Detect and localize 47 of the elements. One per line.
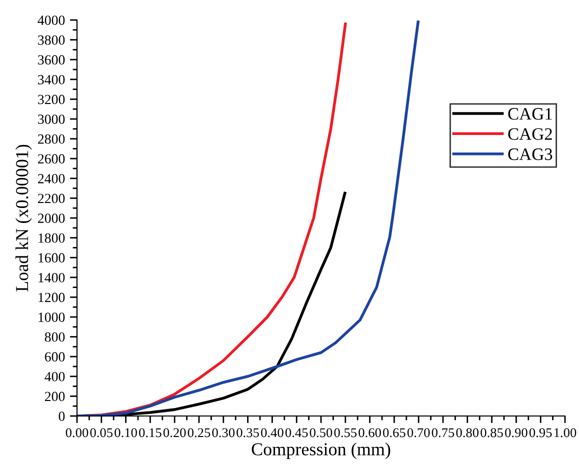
y-axis-title: Load kN (x0.00001) xyxy=(15,144,32,292)
x-tick-label: 0.90 xyxy=(505,428,528,438)
y-tick-label: 600 xyxy=(44,352,65,362)
y-tick-label: 1800 xyxy=(38,233,65,243)
y-tick-label: 2600 xyxy=(38,154,65,164)
legend-label: CAG3 xyxy=(508,148,552,160)
x-tick-label: 0.30 xyxy=(212,428,235,438)
y-tick-label: 800 xyxy=(44,332,65,342)
x-tick-label: 0.80 xyxy=(456,428,479,438)
x-tick-label: 0.45 xyxy=(285,428,308,438)
y-tick-label: 3800 xyxy=(38,35,65,45)
y-tick-label: 1400 xyxy=(38,272,65,282)
y-tick-label: 200 xyxy=(44,392,65,402)
x-tick-label: 0.00 xyxy=(66,428,88,438)
y-tick-label: 2800 xyxy=(38,134,65,144)
y-tick-label: 2000 xyxy=(38,214,65,223)
x-tick-label: 0.05 xyxy=(90,428,113,438)
x-tick-label: 0.50 xyxy=(310,428,332,438)
x-tick-label: 1.00 xyxy=(554,428,576,438)
x-tick-label: 0.25 xyxy=(188,428,210,438)
y-tick-label: 3200 xyxy=(38,94,65,104)
x-tick-label: 0.70 xyxy=(407,428,430,438)
y-tick-label: 2200 xyxy=(38,194,65,204)
x-tick-label: 0.40 xyxy=(261,428,284,438)
y-tick-label: 1000 xyxy=(38,312,65,322)
x-tick-label: 0.85 xyxy=(480,428,503,438)
y-tick-label: 0 xyxy=(58,412,65,421)
x-tick-label: 0.75 xyxy=(432,428,454,438)
x-tick-label: 0.60 xyxy=(358,428,381,438)
x-tick-label: 0.55 xyxy=(334,428,357,438)
x-tick-label: 0.20 xyxy=(163,428,186,438)
y-tick-label: 4000 xyxy=(38,16,65,25)
x-tick-label: 0.65 xyxy=(383,428,406,438)
legend-label: CAG1 xyxy=(508,108,552,120)
y-tick-label: 3600 xyxy=(38,55,65,65)
x-axis-title: Compression (mm) xyxy=(252,442,390,460)
y-tick-label: 400 xyxy=(44,372,65,382)
legend-label: CAG2 xyxy=(508,128,552,140)
y-tick-label: 3000 xyxy=(38,114,65,124)
y-tick-label: 2400 xyxy=(38,174,65,184)
x-tick-label: 0.35 xyxy=(236,428,259,438)
x-tick-label: 0.95 xyxy=(529,428,552,438)
y-tick-label: 1600 xyxy=(38,253,65,263)
y-tick-label: 1200 xyxy=(38,292,65,302)
y-tick-label: 3400 xyxy=(38,74,65,84)
x-tick-label: 0.10 xyxy=(114,428,137,438)
x-tick-label: 0.15 xyxy=(139,428,162,438)
